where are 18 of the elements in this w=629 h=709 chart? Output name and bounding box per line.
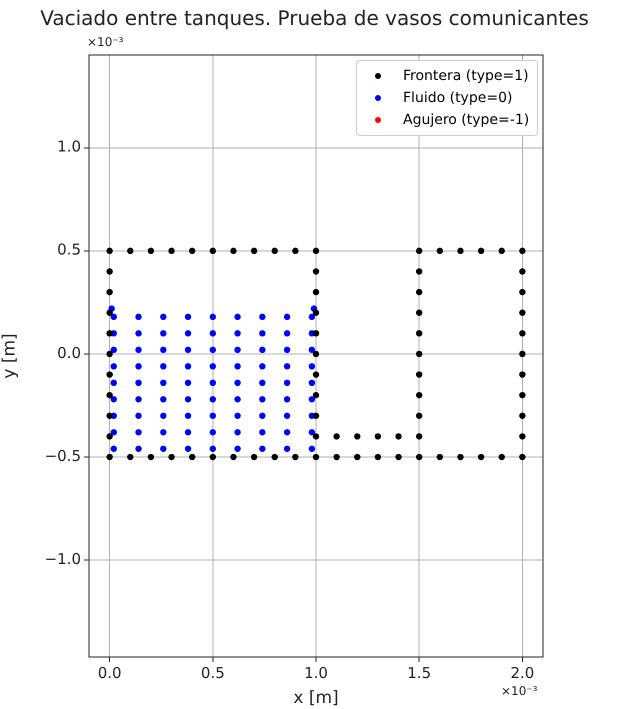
chart-title: Vaciado entre tanques. Prueba de vasos comunicantes [39, 6, 590, 30]
y-tick-label: −0.5 [44, 446, 81, 465]
y-tick-label: 0.0 [57, 344, 81, 362]
text: ×10⁻³ [501, 684, 538, 698]
legend-label: Frontera (type=1) [403, 68, 529, 84]
text: ×10⁻³ [87, 35, 124, 49]
x-axis-title: x [m] [293, 688, 339, 708]
legend-label: Fluido (type=0) [403, 90, 512, 106]
y-tick-label: −1.0 [44, 550, 81, 568]
x-tick-label: 1.0 [304, 664, 328, 682]
x-tick-label: 0.0 [98, 664, 122, 682]
y-axis-title: y [m] [0, 333, 20, 379]
y-tick-label: 1.0 [57, 138, 81, 156]
x-tick-label: 0.5 [200, 664, 225, 682]
y-tick-label: 0.5 [57, 240, 81, 259]
x-tick-label: 1.5 [407, 664, 432, 682]
legend-label: Agujero (type=-1) [403, 112, 530, 128]
x-tick-label: 2.0 [510, 664, 534, 682]
